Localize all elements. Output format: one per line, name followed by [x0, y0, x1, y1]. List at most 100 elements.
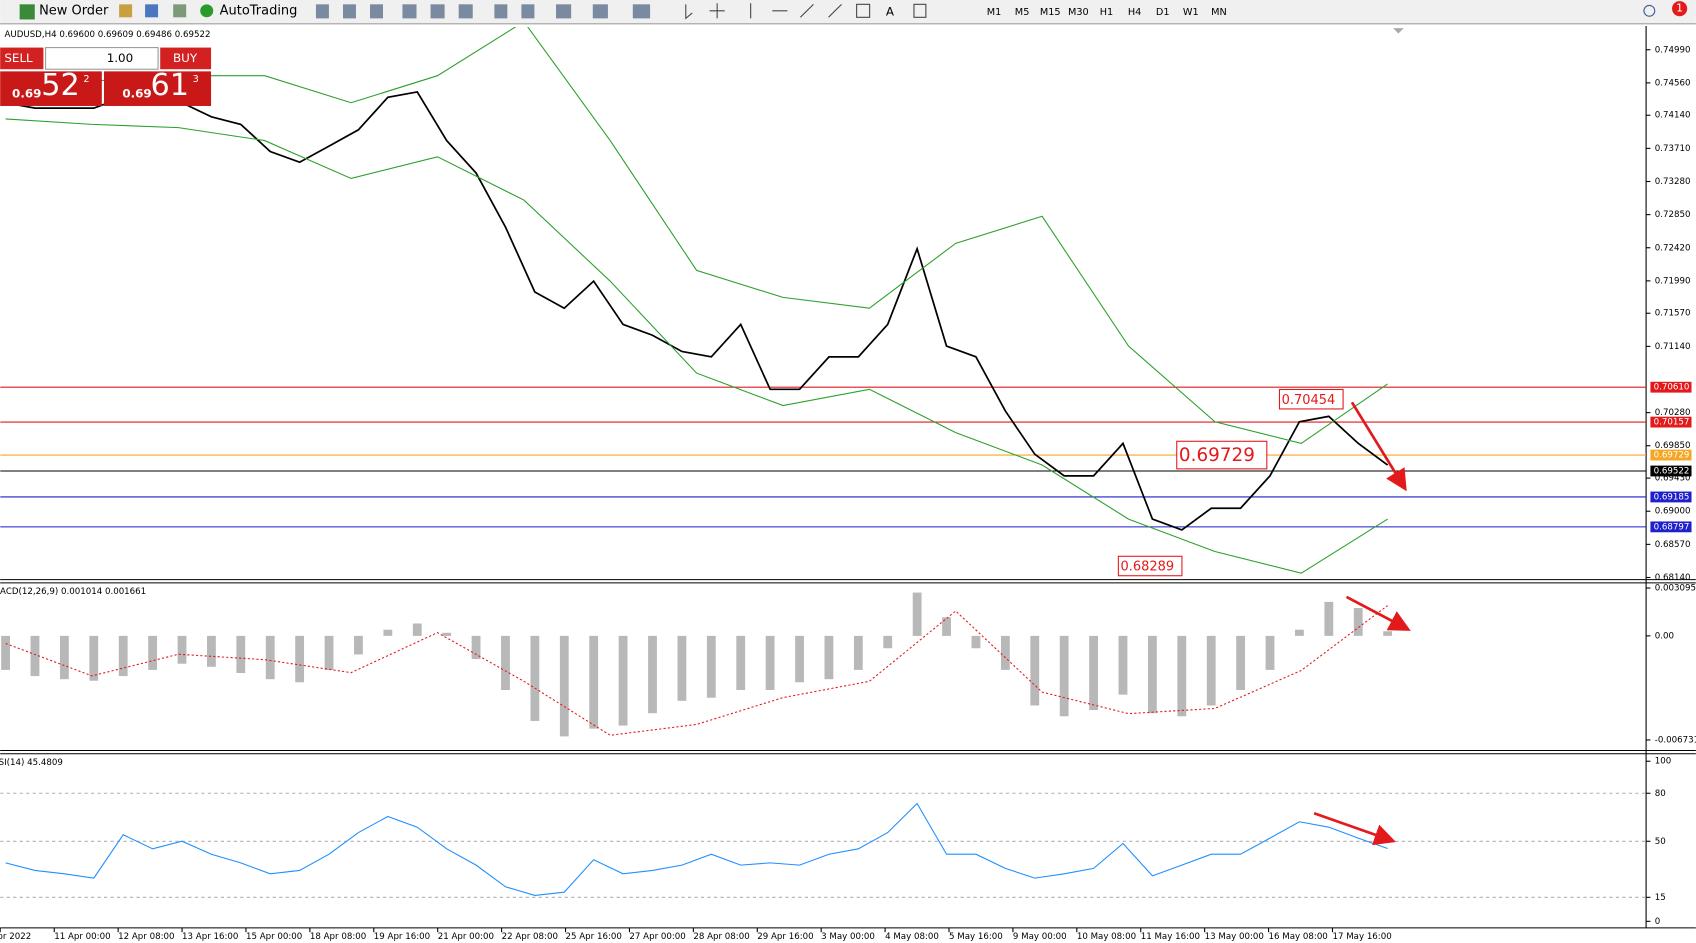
lots-input[interactable]: [45, 47, 159, 70]
y-tick-label: 0.69000: [1655, 507, 1691, 517]
macd-bar: [1383, 631, 1393, 636]
timeframe-button[interactable]: H4: [1128, 7, 1142, 18]
macd-bar: [354, 635, 363, 655]
search-icon[interactable]: [1643, 4, 1656, 17]
macd-bar: [501, 635, 510, 690]
bid-prefix: 0.69: [12, 87, 41, 101]
y-tick-label: 0.69850: [1655, 441, 1691, 451]
timeframe-button[interactable]: M15: [1040, 7, 1061, 18]
y-tick-label: 0.74560: [1655, 78, 1691, 88]
plot-area: [0, 792, 1647, 898]
price-level-tag: [1650, 491, 1692, 503]
macd-bar: [618, 635, 628, 726]
macd-bar: [706, 635, 716, 698]
macd-bar: [1089, 635, 1098, 711]
price-level-label: 0.69185: [1654, 492, 1690, 502]
new-order-icon[interactable]: [19, 4, 35, 20]
timeframe-button[interactable]: M5: [1015, 7, 1030, 18]
macd-bar: [206, 635, 216, 667]
plot-area: [0, 27, 1647, 577]
tool-icon[interactable]: [173, 4, 187, 18]
macd-bar: [589, 635, 599, 729]
timeframe-button[interactable]: D1: [1156, 7, 1170, 18]
macd-bar: [1000, 635, 1010, 670]
y-tick-label: 0.68570: [1655, 540, 1691, 550]
y-tick-label: 0.69430: [1655, 474, 1691, 484]
macd-bar: [795, 635, 804, 683]
timeframe-button[interactable]: H1: [1100, 7, 1114, 18]
new-order-button[interactable]: New Order: [39, 3, 109, 18]
x-tick-label: 11 Apr 00:00: [54, 932, 110, 942]
chart-tools: [315, 4, 651, 19]
price-level-tag: [1650, 449, 1692, 461]
panel: AUDUSD,H4 0.69600 0.69609 0.69486 0.6952…: [0, 27, 1692, 583]
x-tick-label: 25 Apr 16:00: [566, 932, 622, 942]
autotrading-button[interactable]: AutoTrading: [220, 3, 298, 18]
macd-bar: [912, 592, 922, 636]
ask-box[interactable]: [103, 71, 212, 106]
tool-icon[interactable]: [119, 4, 133, 18]
y-tick-label: 0.71990: [1655, 276, 1691, 286]
x-tick-label: Apr 2022: [0, 932, 31, 942]
price-annotation-box: [1278, 388, 1344, 410]
sell-label[interactable]: SELL: [4, 51, 33, 65]
macd-bar: [677, 635, 687, 701]
macd-bar: [765, 635, 775, 690]
plot-area: [1, 592, 1393, 737]
macd-bar: [1206, 635, 1216, 706]
x-tick-label: 15 Apr 00:00: [246, 932, 302, 942]
series-line: [5, 118, 1388, 574]
macd-bar: [648, 635, 657, 714]
price-level-label: 0.70157: [1654, 418, 1690, 428]
notification-badge[interactable]: [1672, 1, 1688, 17]
price-annotation: 0.68289: [1121, 560, 1175, 575]
macd-bar: [1, 635, 10, 670]
x-tick-label: 19 Apr 16:00: [374, 932, 430, 942]
buy-button[interactable]: [160, 47, 212, 70]
text-tool[interactable]: A: [886, 4, 895, 18]
panel: MACD(12,26,9) 0.001014 0.001661 0.003095 0…: [0, 584, 1696, 746]
macd-bar: [736, 635, 746, 690]
x-tick-label: 10 May 08:00: [1077, 932, 1136, 942]
macd-bar: [324, 635, 334, 670]
price-level-label: 0.68797: [1654, 522, 1690, 532]
timeframe-button[interactable]: W1: [1183, 7, 1199, 18]
macd-bar: [853, 635, 863, 670]
series-line: [5, 802, 1388, 896]
lots-value[interactable]: 1.00: [107, 51, 133, 65]
macd-bar: [1059, 635, 1069, 717]
x-tick-label: 9 May 00:00: [1013, 932, 1067, 942]
timeframe-button[interactable]: MN: [1211, 7, 1227, 18]
price-annotation: 0.69729: [1179, 445, 1255, 466]
price-level-tag: [1650, 416, 1692, 428]
y-tick-label: 0.73710: [1655, 144, 1691, 154]
x-tick-label: 16 May 08:00: [1269, 932, 1328, 942]
x-tick-label: 11 May 16:00: [1141, 932, 1200, 942]
macd-bar: [1177, 635, 1187, 717]
macd-bar: [89, 635, 99, 681]
macd-bar: [59, 635, 69, 680]
macd-bar: [30, 635, 40, 677]
x-tick-label: 4 May 08:00: [885, 932, 939, 942]
bid-small: 2: [83, 74, 89, 85]
price-level-label: 0.70610: [1654, 383, 1690, 393]
macd-bar: [1118, 635, 1128, 695]
autotrading-icon[interactable]: [200, 4, 214, 18]
timeframe-button[interactable]: M1: [987, 7, 1002, 18]
y-tick-label: -0.006731: [1655, 735, 1696, 745]
bid-box[interactable]: [0, 71, 102, 106]
y-tick-label: 100: [1655, 757, 1672, 767]
price-level-tag: [1650, 465, 1692, 477]
chart-area: [0, 25, 1696, 943]
macd-bar: [177, 635, 187, 664]
sell-button[interactable]: [0, 47, 44, 70]
buy-label[interactable]: BUY: [173, 51, 198, 65]
ask-small: 3: [193, 74, 199, 85]
series-line: [5, 90, 1389, 531]
x-tick-label: 21 Apr 00:00: [438, 932, 494, 942]
timeframe-button[interactable]: M30: [1068, 7, 1089, 18]
tool-icon[interactable]: [145, 4, 159, 18]
macd-bar: [265, 635, 275, 680]
x-tick-label: 27 Apr 00:00: [629, 932, 685, 942]
